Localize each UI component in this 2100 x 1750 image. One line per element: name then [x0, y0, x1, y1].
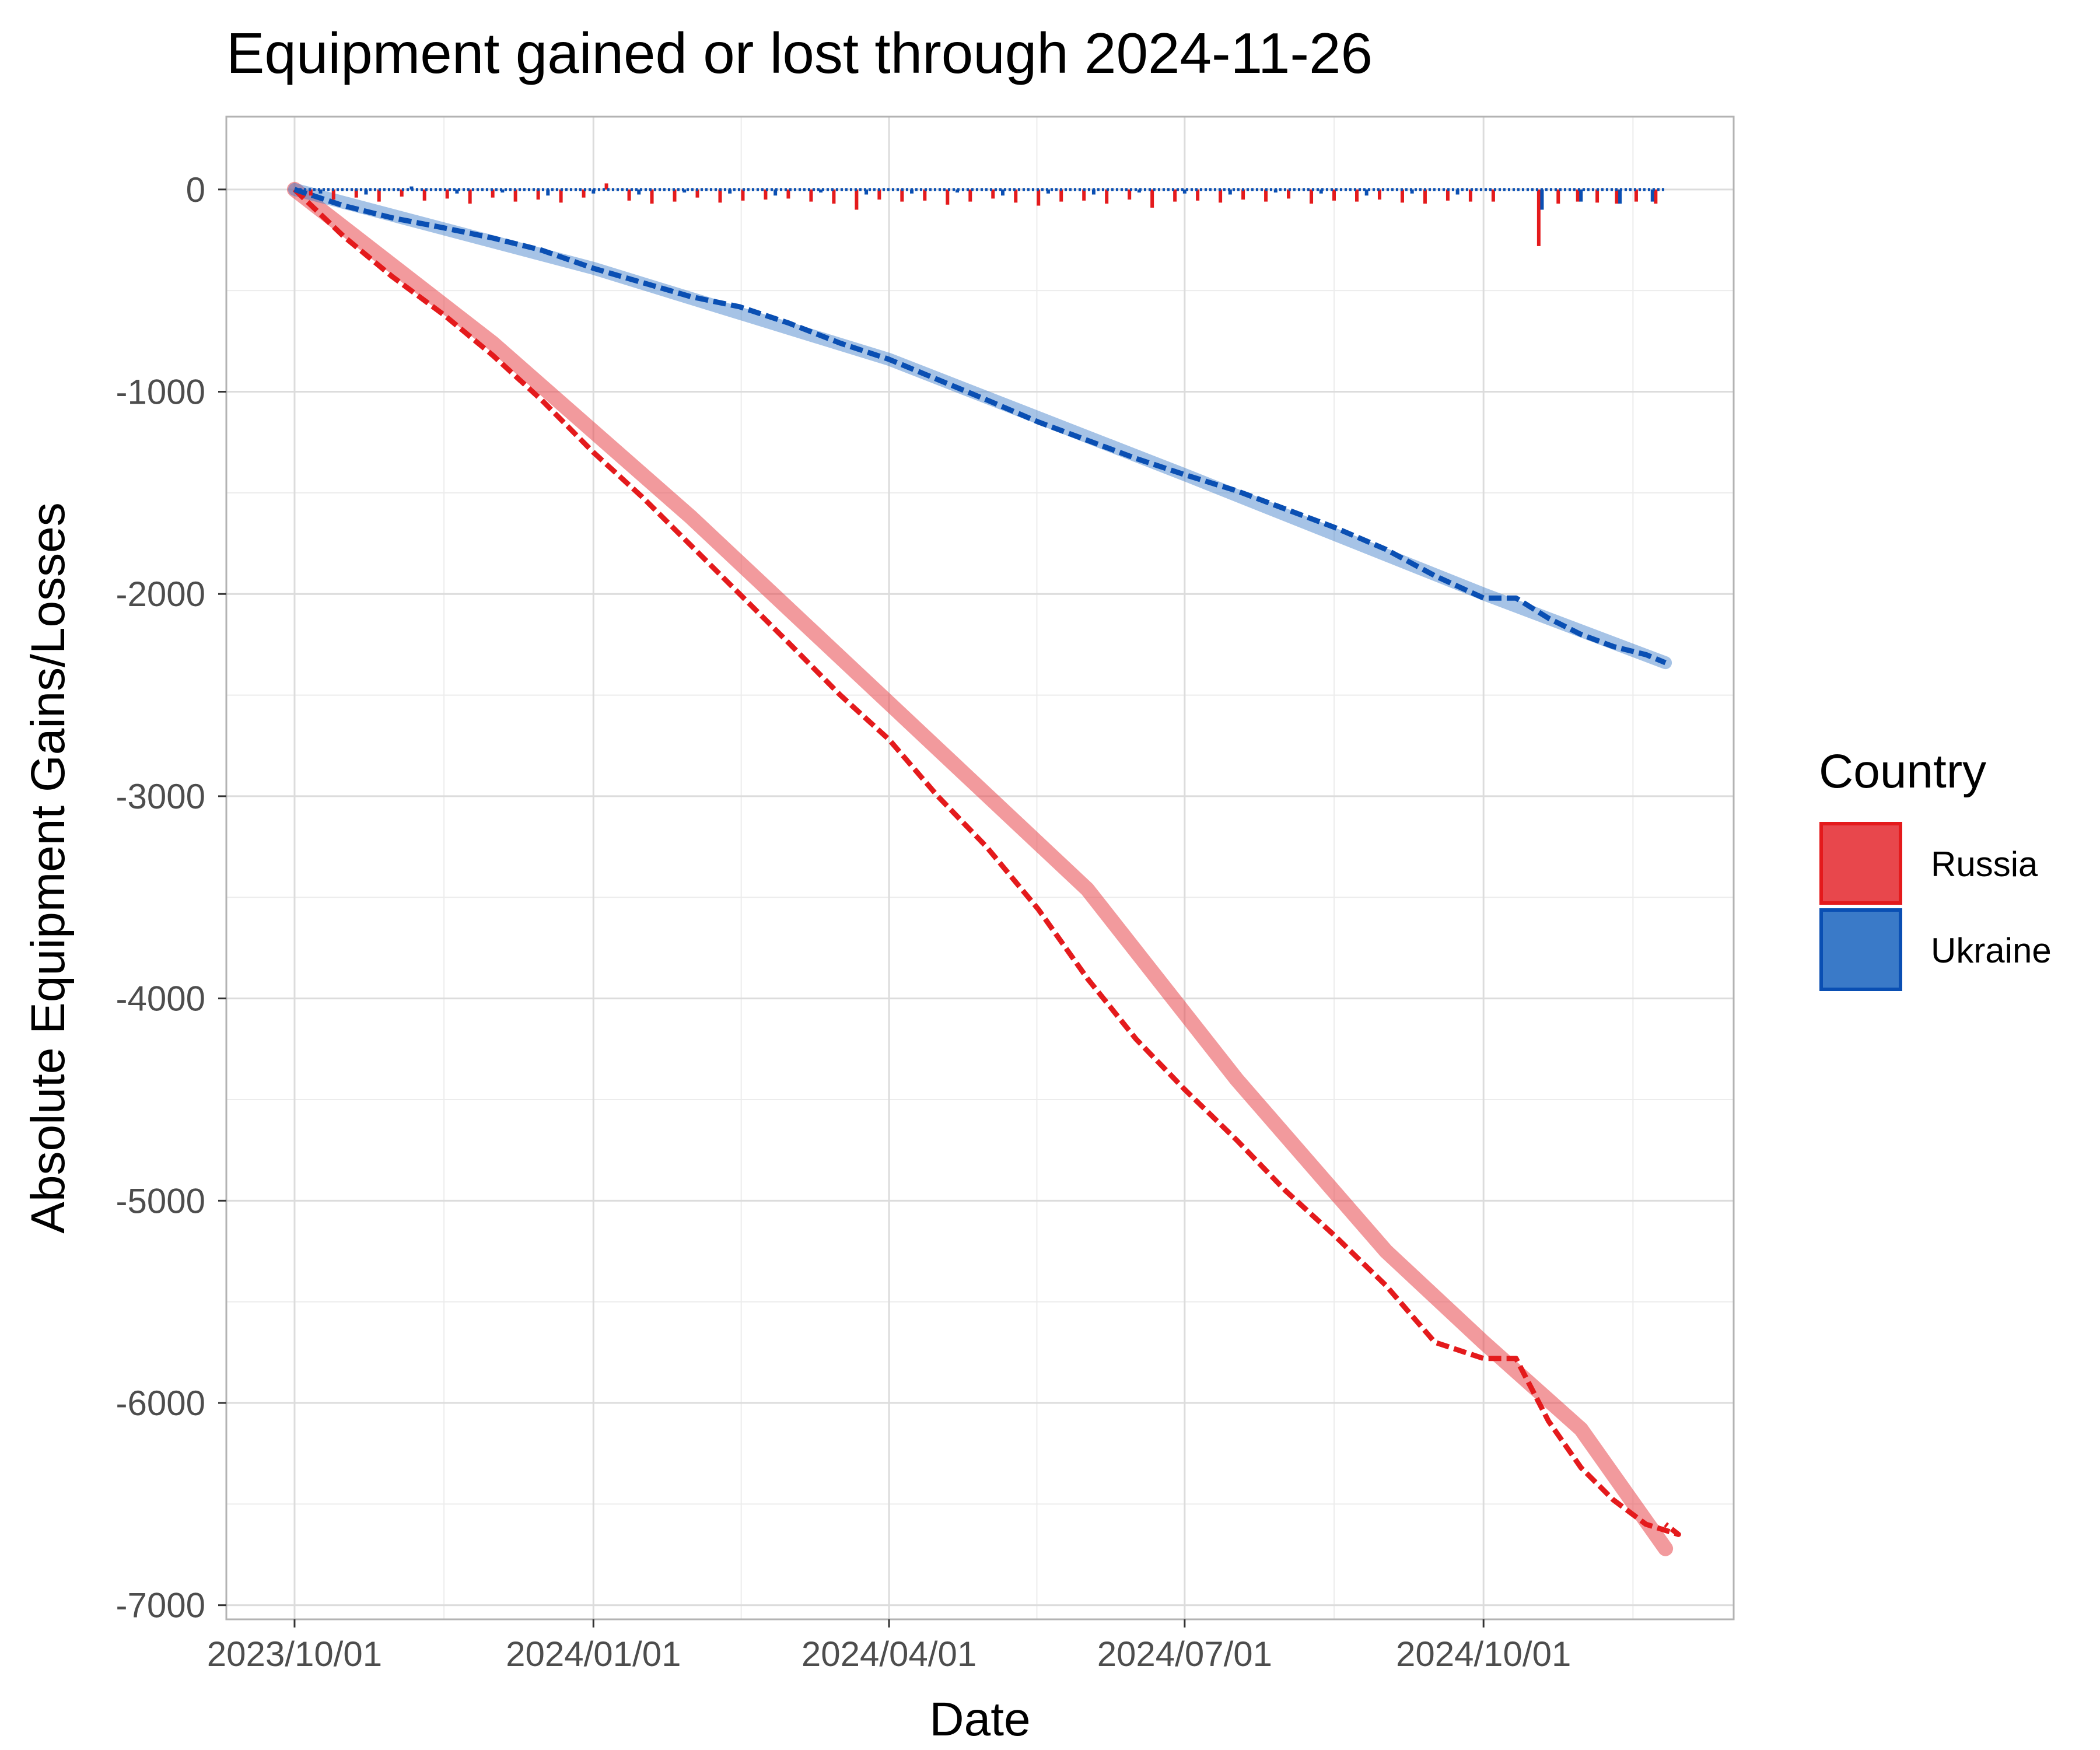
y-axis: 0 -1000 -2000 -3000 -4000 -5000 -6000 -7000	[116, 170, 226, 1625]
y-axis-title: Absolute Equipment Gains/Losses	[22, 502, 75, 1234]
x-axis: 2023/10/01 2024/01/01 2024/04/01 2024/07/01…	[207, 1619, 1571, 1674]
grid	[226, 117, 1734, 1619]
y-tick-label: -2000	[116, 575, 205, 614]
chart-title: Equipment gained or lost through 2024-11…	[226, 21, 1373, 85]
y-tick-label: -7000	[116, 1586, 205, 1625]
series-layer	[292, 183, 1681, 1537]
y-tick-label: -3000	[116, 777, 205, 816]
panel-border	[225, 116, 1735, 1620]
x-tick-label: 2023/10/01	[207, 1634, 382, 1674]
x-tick-label: 2024/07/01	[1097, 1634, 1272, 1674]
y-tick-label: -5000	[116, 1181, 205, 1220]
x-axis-title: Date	[929, 1693, 1030, 1746]
legend-label-ukraine: Ukraine	[1931, 931, 2052, 970]
panel-background	[226, 117, 1734, 1619]
legend: Country Russia Ukraine	[1819, 745, 2052, 991]
x-tick-label: 2024/01/01	[506, 1634, 681, 1674]
x-tick-label: 2024/04/01	[802, 1634, 977, 1674]
ukraine-cumulative-line	[293, 187, 1667, 666]
panel	[225, 116, 1735, 1620]
legend-key-russia	[1819, 822, 1902, 905]
ukraine-smooth-fit	[288, 183, 1672, 670]
legend-key-ukraine	[1819, 908, 1902, 991]
y-tick-label: 0	[186, 170, 205, 209]
y-tick-label: -1000	[116, 373, 205, 412]
y-tick-label: -4000	[116, 979, 205, 1019]
russia-cumulative-line	[292, 187, 1681, 1537]
legend-label-russia: Russia	[1931, 845, 2038, 884]
x-tick-label: 2024/10/01	[1396, 1634, 1571, 1674]
y-tick-label: -6000	[116, 1384, 205, 1423]
legend-title: Country	[1819, 745, 1986, 798]
